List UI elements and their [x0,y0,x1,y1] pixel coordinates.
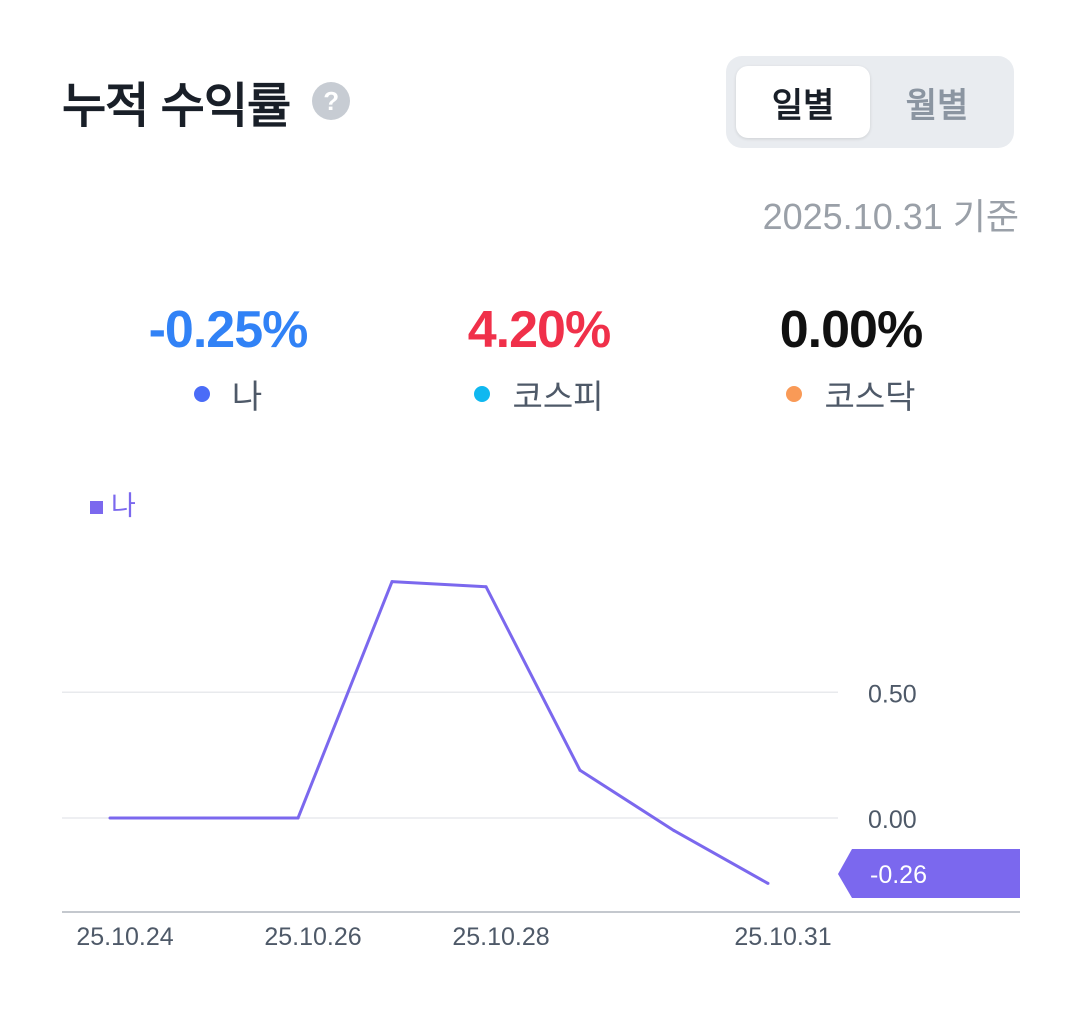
legend-swatch [90,501,103,514]
data-point [484,585,488,589]
period-toggle: 일별 월별 [726,56,1014,148]
y-tick-label: 0.50 [868,680,917,708]
summary-kosdaq: 0.00% 코스닥 [701,300,1001,418]
data-point [202,816,206,820]
summary-label-me: 나 [231,378,263,415]
x-tick-label: 25.10.24 [76,923,173,951]
series-line [110,580,769,885]
data-point [578,768,582,772]
summary-label-kosdaq: 코스닥 [824,378,916,415]
y-tick-label: 0.00 [868,806,917,834]
x-tick-label: 25.10.31 [734,923,831,951]
data-point [672,829,676,833]
last-value-badge [838,849,1020,898]
data-point [108,816,112,820]
data-point [390,580,394,584]
summary-kospi: 4.20% 코스피 [389,300,689,418]
daily-tab[interactable]: 일별 [736,66,870,138]
legend-dot-kosdaq [786,386,803,402]
summary-value-me: -0.25% [148,301,309,359]
summary-value-kosdaq: 0.00% [779,301,923,359]
summary-me: -0.25% 나 [78,300,378,418]
question-circle-icon[interactable]: ? [312,82,351,120]
last-value-label: -0.26 [870,861,927,889]
summary-value-kospi: 4.20% [467,301,611,359]
x-tick-label: 25.10.28 [452,923,549,951]
legend-dot-kospi [474,386,491,402]
legend-label: 나 [111,491,136,521]
data-point [296,816,300,820]
monthly-tab[interactable]: 월별 [905,86,969,125]
x-tick-label: 25.10.26 [264,923,361,951]
summary-label-kospi: 코스피 [512,378,604,415]
as-of-date: 2025.10.31 기준 [762,196,1019,237]
legend-dot-me [193,386,210,402]
header: 누적 수익률 ? [62,66,351,136]
page-title: 누적 수익률 [62,80,291,133]
data-point [766,881,770,885]
